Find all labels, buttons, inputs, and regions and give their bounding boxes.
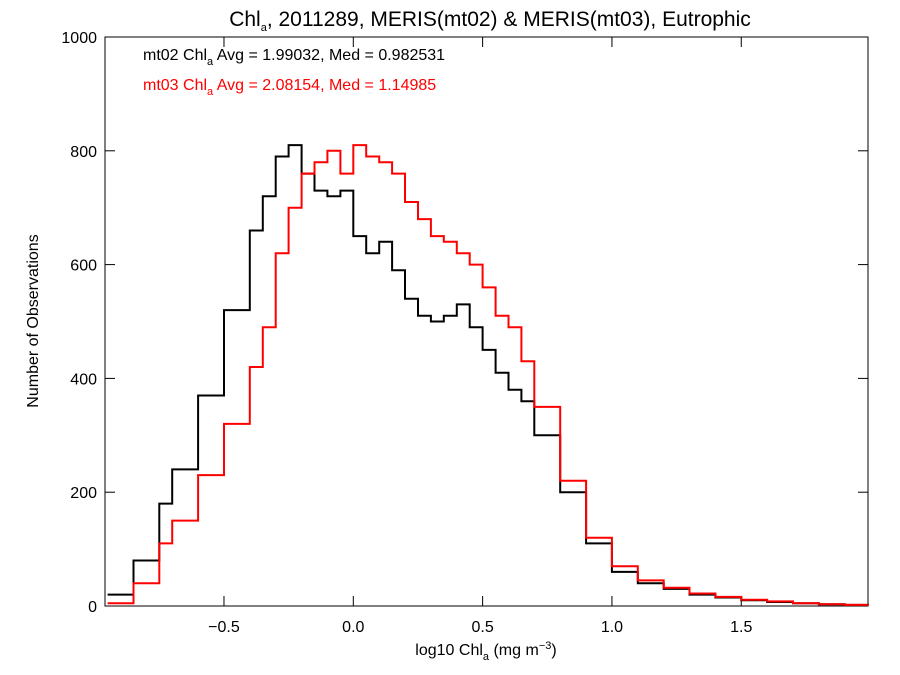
- y-tick-label: 200: [70, 485, 97, 502]
- x-tick-label: 0.5: [471, 619, 493, 636]
- legend-entry-mt03: mt03 Chla Avg = 2.08154, Med = 1.14985: [143, 77, 436, 98]
- series-mt03-line: [107, 144, 869, 606]
- x-axis: −0.5 0.0 0.5 1.0 1.5: [208, 37, 752, 636]
- chart-title: Chla, 2011289, MERIS(mt02) & MERIS(mt03)…: [229, 8, 751, 34]
- plot-frame: [104, 36, 869, 607]
- y-tick-label: 800: [70, 144, 97, 161]
- x-tick-label: −0.5: [208, 619, 240, 636]
- x-tick-label: 0.0: [342, 619, 364, 636]
- x-tick-label: 1.0: [601, 619, 623, 636]
- y-tick-label: 600: [70, 258, 97, 275]
- y-tick-label: 1000: [61, 30, 97, 47]
- y-axis-label: Number of Observations: [25, 234, 42, 407]
- legend-entry-mt02: mt02 Chla Avg = 1.99032, Med = 0.982531: [143, 47, 445, 68]
- y-tick-label: 0: [88, 599, 97, 616]
- x-tick-label: 1.5: [730, 619, 752, 636]
- series-mt02-line: [107, 144, 869, 606]
- series-group: [107, 144, 869, 606]
- y-axis: 0 200 400 600 800 1000: [61, 30, 868, 616]
- y-tick-label: 400: [70, 371, 97, 388]
- x-axis-label: log10 Chla (mg m−3): [415, 640, 556, 663]
